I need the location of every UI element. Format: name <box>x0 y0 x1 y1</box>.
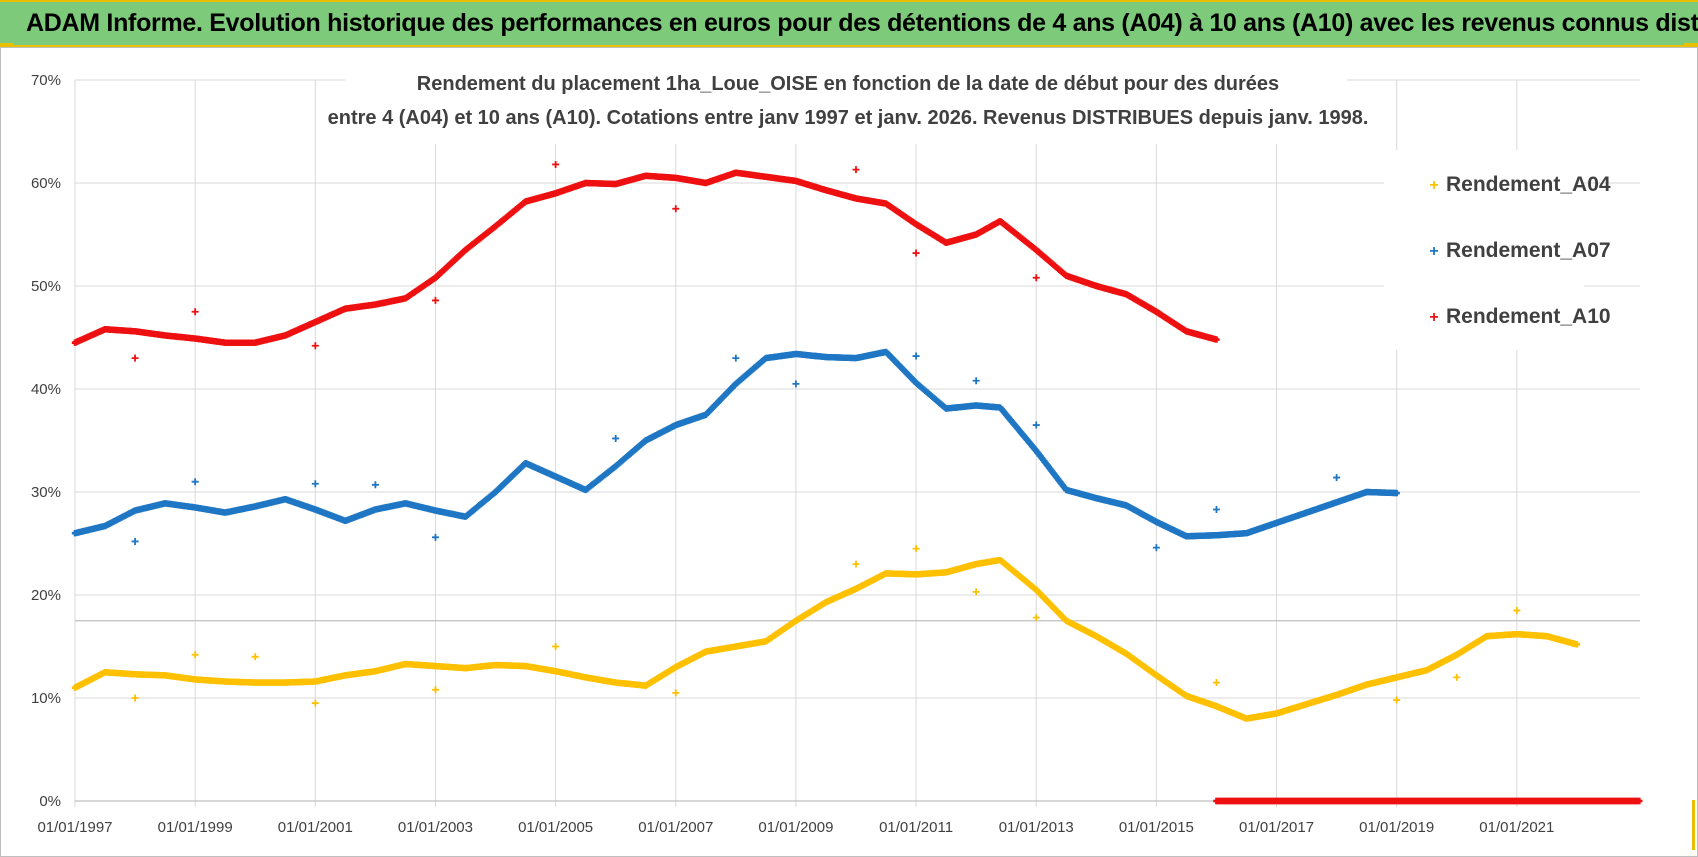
y-tick-label: 50% <box>31 278 61 295</box>
data-point <box>191 308 199 316</box>
data-point <box>1513 606 1521 614</box>
data-point <box>131 694 139 702</box>
y-axis-ticks: 0% 10% 20% 30% 40% 50% 60% 70% <box>31 72 61 810</box>
x-tick-label: 01/01/2013 <box>999 819 1074 836</box>
x-tick-label: 01/01/2001 <box>278 819 353 836</box>
corner-mark-right <box>1684 43 1698 46</box>
data-point <box>672 205 680 213</box>
x-tick-label: 01/01/2011 <box>879 819 953 836</box>
data-point <box>612 434 620 442</box>
data-point <box>1032 274 1040 282</box>
x-tick-label: 01/01/2015 <box>1119 819 1194 836</box>
legend-marker-a10: + <box>1429 309 1438 326</box>
data-point <box>552 643 560 650</box>
data-point <box>131 537 139 545</box>
data-point <box>1333 474 1341 482</box>
data-point <box>131 354 139 362</box>
data-point <box>191 651 199 659</box>
data-point <box>912 545 920 553</box>
series-rendement-a04 <box>71 545 1581 722</box>
corner-mark-right-bottom <box>1692 800 1695 850</box>
data-point <box>431 296 439 304</box>
legend-marker-a04: + <box>1429 177 1438 194</box>
data-point <box>371 481 379 489</box>
header-banner: ADAM Informe. Evolution historique des p… <box>0 0 1698 47</box>
data-point <box>1453 673 1461 681</box>
data-point <box>251 653 259 661</box>
data-point <box>1393 696 1401 704</box>
corner-mark-left <box>0 43 14 46</box>
chart-title-line-2: entre 4 (A04) et 10 ans (A10). Cotations… <box>328 107 1369 129</box>
y-tick-label: 10% <box>31 690 61 707</box>
legend-marker-a07: + <box>1429 243 1438 260</box>
data-point <box>311 480 319 488</box>
x-tick-label: 01/01/2003 <box>398 819 473 836</box>
x-tick-label: 01/01/2005 <box>518 819 593 836</box>
data-point <box>972 377 980 385</box>
data-point <box>792 380 800 388</box>
data-point <box>852 166 860 174</box>
chart-title-line-1: Rendement du placement 1ha_Loue_OISE en … <box>417 73 1279 95</box>
data-point <box>1032 614 1040 622</box>
y-tick-label: 60% <box>31 175 61 192</box>
legend: + Rendement_A04 + Rendement_A07 + Rendem… <box>1384 150 1611 350</box>
data-marks <box>71 160 1643 805</box>
x-tick-label: 01/01/2009 <box>758 819 833 836</box>
data-point <box>1032 421 1040 429</box>
x-tick-label: 01/01/2019 <box>1359 819 1434 836</box>
data-point <box>732 354 740 362</box>
data-point <box>431 686 439 694</box>
x-tick-label: 01/01/2007 <box>638 819 713 836</box>
y-tick-label: 20% <box>31 587 61 604</box>
x-tick-label: 01/01/2021 <box>1479 819 1554 836</box>
data-point <box>912 352 920 360</box>
data-point <box>191 478 199 486</box>
page-title: ADAM Informe. Evolution historique des p… <box>26 9 1698 37</box>
y-tick-label: 30% <box>31 484 61 501</box>
data-point <box>852 560 860 568</box>
data-point <box>311 342 319 350</box>
legend-label-a10: Rendement_A10 <box>1446 305 1611 328</box>
y-tick-label: 0% <box>39 793 61 810</box>
data-point <box>1212 679 1220 687</box>
data-point <box>912 249 920 257</box>
series-rendement-a07 <box>71 348 1400 552</box>
x-tick-label: 01/01/1999 <box>158 819 233 836</box>
legend-label-a04: Rendement_A04 <box>1446 173 1611 196</box>
y-tick-label: 70% <box>31 72 61 89</box>
data-point <box>552 160 560 168</box>
x-tick-label: 01/01/1997 <box>37 819 112 836</box>
data-point <box>311 699 319 707</box>
x-tick-label: 01/01/2017 <box>1239 819 1314 836</box>
series-rendement-a10 <box>71 160 1643 805</box>
data-point <box>672 689 680 697</box>
data-point <box>431 533 439 541</box>
data-point <box>1212 506 1220 514</box>
data-point <box>972 588 980 596</box>
legend-label-a07: Rendement_A07 <box>1446 239 1611 262</box>
y-tick-label: 40% <box>31 381 61 398</box>
x-axis-ticks: 01/01/1997 01/01/1999 01/01/2001 01/01/2003… <box>37 819 1554 836</box>
data-point <box>1573 641 1581 648</box>
data-point <box>1152 544 1160 552</box>
data-point <box>1393 489 1400 497</box>
